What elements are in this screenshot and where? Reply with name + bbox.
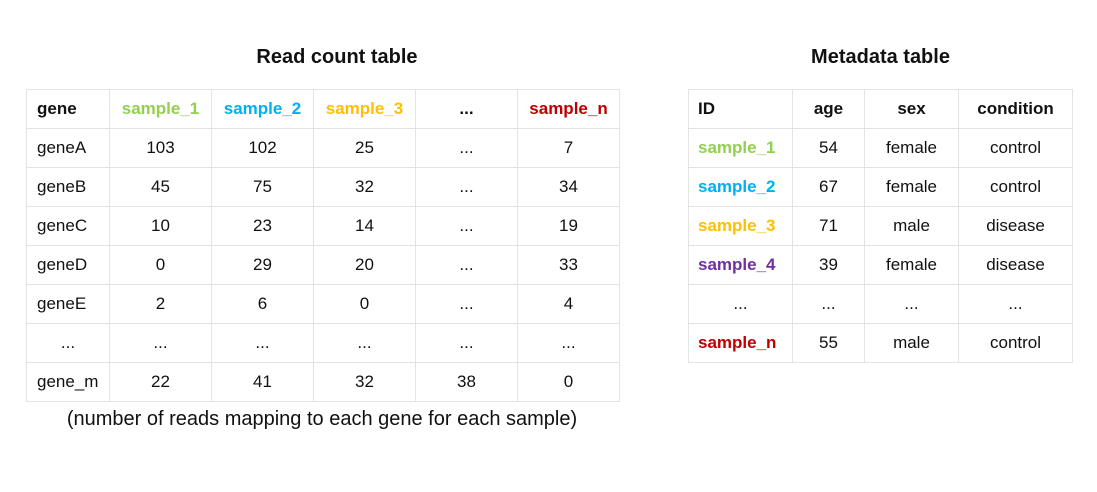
header-sample-n: sample_n — [517, 89, 620, 129]
count-cell: 23 — [211, 206, 314, 246]
count-cell: 45 — [109, 167, 212, 207]
condition-cell: disease — [958, 206, 1073, 246]
count-cell: ... — [415, 167, 518, 207]
table-row: gene_m 22 41 32 38 0 — [26, 362, 620, 402]
age-cell: 39 — [792, 245, 865, 285]
count-cell: 41 — [211, 362, 314, 402]
header-sample-3: sample_3 — [313, 89, 416, 129]
read-count-table-title: Read count table — [256, 46, 418, 68]
age-cell: 54 — [792, 128, 865, 168]
header-sex: sex — [864, 89, 959, 129]
gene-name-cell: ... — [26, 323, 110, 363]
count-cell: 75 — [211, 167, 314, 207]
count-cell: ... — [109, 323, 212, 363]
count-cell: ... — [517, 323, 620, 363]
gene-name-cell: gene_m — [26, 362, 110, 402]
count-cell: 6 — [211, 284, 314, 324]
read-count-header-row: gene sample_1 sample_2 sample_3 ... samp… — [26, 89, 620, 129]
count-cell: 33 — [517, 245, 620, 285]
age-cell: 71 — [792, 206, 865, 246]
count-cell: 7 — [517, 128, 620, 168]
gene-name-cell: geneD — [26, 245, 110, 285]
count-cell: 19 — [517, 206, 620, 246]
condition-cell: control — [958, 167, 1073, 207]
sex-cell: female — [864, 167, 959, 207]
count-cell: ... — [211, 323, 314, 363]
count-cell: 32 — [313, 362, 416, 402]
table-row: sample_1 54 female control — [688, 128, 1073, 168]
table-row: geneA 103 102 25 ... 7 — [26, 128, 620, 168]
sex-cell: male — [864, 323, 959, 363]
gene-name-cell: geneB — [26, 167, 110, 207]
sex-cell: ... — [864, 284, 959, 324]
header-sample-1: sample_1 — [109, 89, 212, 129]
read-count-table: gene sample_1 sample_2 sample_3 ... samp… — [26, 89, 620, 402]
count-cell: 22 — [109, 362, 212, 402]
count-cell: 32 — [313, 167, 416, 207]
age-cell: 67 — [792, 167, 865, 207]
count-cell: 2 — [109, 284, 212, 324]
table-row: geneC 10 23 14 ... 19 — [26, 206, 620, 246]
metadata-table: ID age sex condition sample_1 54 female … — [688, 89, 1073, 363]
age-cell: ... — [792, 284, 865, 324]
sex-cell: male — [864, 206, 959, 246]
count-cell: 0 — [517, 362, 620, 402]
sample-id-cell: sample_3 — [688, 206, 793, 246]
metadata-table-title: Metadata table — [811, 46, 950, 68]
header-gene: gene — [26, 89, 110, 129]
count-cell: ... — [415, 128, 518, 168]
count-cell: ... — [415, 323, 518, 363]
metadata-header-row: ID age sex condition — [688, 89, 1073, 129]
count-cell: ... — [415, 284, 518, 324]
sample-id-cell: sample_1 — [688, 128, 793, 168]
count-cell: 10 — [109, 206, 212, 246]
count-cell: 38 — [415, 362, 518, 402]
condition-cell: control — [958, 323, 1073, 363]
header-ellipsis: ... — [415, 89, 518, 129]
count-cell: 0 — [313, 284, 416, 324]
read-count-caption: (number of reads mapping to each gene fo… — [66, 408, 578, 430]
sex-cell: female — [864, 128, 959, 168]
gene-name-cell: geneE — [26, 284, 110, 324]
count-cell: 102 — [211, 128, 314, 168]
count-cell: 103 — [109, 128, 212, 168]
condition-cell: disease — [958, 245, 1073, 285]
count-cell: 29 — [211, 245, 314, 285]
count-cell: ... — [415, 245, 518, 285]
table-row: geneD 0 29 20 ... 33 — [26, 245, 620, 285]
count-cell: 4 — [517, 284, 620, 324]
table-row: sample_4 39 female disease — [688, 245, 1073, 285]
condition-cell: ... — [958, 284, 1073, 324]
table-row: geneE 2 6 0 ... 4 — [26, 284, 620, 324]
table-row: geneB 45 75 32 ... 34 — [26, 167, 620, 207]
table-row: sample_3 71 male disease — [688, 206, 1073, 246]
sex-cell: female — [864, 245, 959, 285]
condition-cell: control — [958, 128, 1073, 168]
count-cell: 34 — [517, 167, 620, 207]
table-row: ... ... ... ... — [688, 284, 1073, 324]
header-sample-2: sample_2 — [211, 89, 314, 129]
count-cell: 0 — [109, 245, 212, 285]
count-cell: 20 — [313, 245, 416, 285]
header-id: ID — [688, 89, 793, 129]
sample-id-cell: sample_2 — [688, 167, 793, 207]
gene-name-cell: geneA — [26, 128, 110, 168]
count-cell: 14 — [313, 206, 416, 246]
header-condition: condition — [958, 89, 1073, 129]
sample-id-cell: sample_n — [688, 323, 793, 363]
count-cell: ... — [313, 323, 416, 363]
count-cell: ... — [415, 206, 518, 246]
table-row: sample_n 55 male control — [688, 323, 1073, 363]
header-age: age — [792, 89, 865, 129]
age-cell: 55 — [792, 323, 865, 363]
count-cell: 25 — [313, 128, 416, 168]
sample-id-cell: ... — [688, 284, 793, 324]
table-row: sample_2 67 female control — [688, 167, 1073, 207]
table-row: ... ... ... ... ... ... — [26, 323, 620, 363]
gene-name-cell: geneC — [26, 206, 110, 246]
sample-id-cell: sample_4 — [688, 245, 793, 285]
